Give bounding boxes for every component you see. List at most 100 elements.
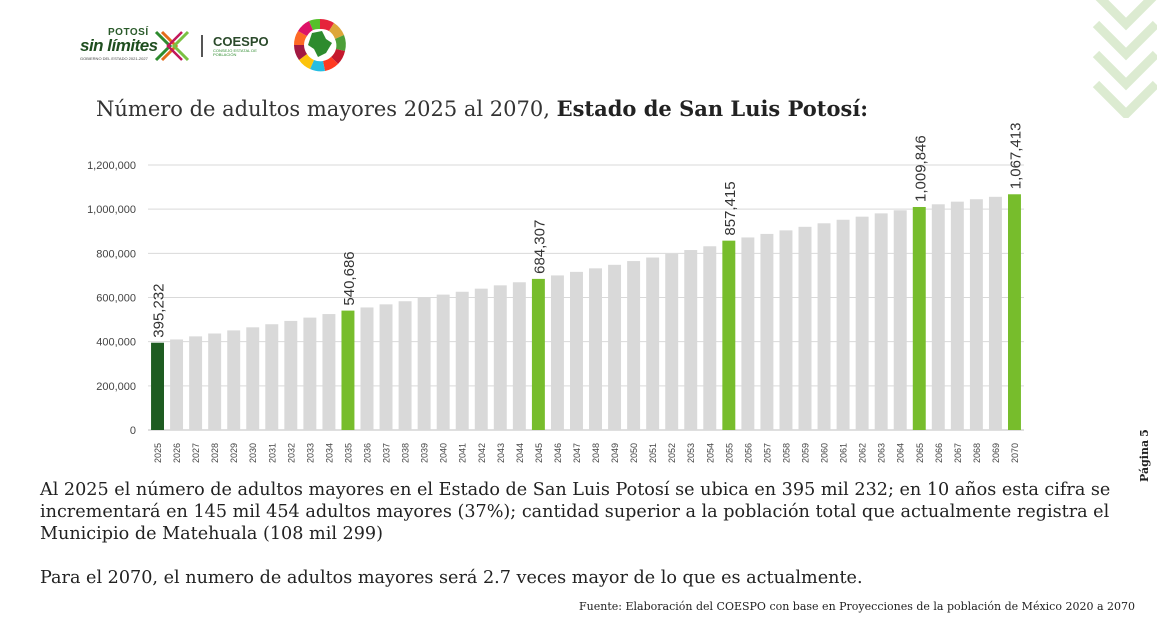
x-tick-label: 2031	[267, 443, 277, 463]
bar-series	[151, 194, 1021, 430]
x-tick-label: 2063	[877, 443, 887, 463]
bar	[931, 204, 945, 430]
bar	[665, 253, 679, 430]
bar	[969, 199, 983, 430]
data-label: 857,415	[722, 181, 739, 235]
bar	[874, 213, 888, 430]
bar	[303, 317, 317, 430]
bar-chart: 0 200,000 400,000 600,000 800,000 1,000,000 1,…	[87, 123, 1025, 463]
x-tick-label: 2042	[477, 443, 487, 463]
data-label: 684,307	[531, 220, 548, 274]
bar	[284, 320, 298, 430]
x-tick-label: 2064	[896, 443, 906, 463]
bar	[512, 282, 526, 430]
logo-coespo-name: COESPO	[213, 34, 269, 49]
data-label: 1,067,413	[1007, 123, 1024, 190]
bar	[474, 288, 488, 430]
bar	[417, 297, 431, 430]
y-tick-label: 1,200,000	[87, 160, 136, 172]
x-tick-label: 2057	[762, 443, 772, 463]
logo-potosi-main: sin límites	[80, 36, 158, 55]
header: POTOSÍ sin límites GOBIERNO DEL ESTADO 2…	[0, 0, 1157, 118]
bar	[322, 314, 336, 430]
x-tick-label: 2038	[401, 443, 411, 463]
x-tick-label: 2062	[858, 443, 868, 463]
x-tick-label: 2043	[496, 443, 506, 463]
bar	[589, 268, 602, 430]
bar	[208, 333, 222, 430]
bar	[341, 310, 355, 430]
x-tick-label: 2068	[972, 443, 982, 463]
x-tick-label: 2047	[572, 443, 582, 463]
bar	[550, 275, 564, 430]
y-tick-label: 200,000	[96, 381, 136, 393]
x-tick-label: 2039	[420, 443, 430, 463]
x-tick-label: 2034	[324, 443, 334, 463]
bar	[398, 301, 412, 430]
x-tick-label: 2033	[305, 443, 315, 463]
bar	[684, 250, 698, 430]
x-tick-label: 2050	[629, 443, 639, 463]
logo-separator	[201, 35, 203, 57]
x-tick-label: 2045	[534, 443, 544, 463]
data-label: 540,686	[341, 251, 358, 305]
y-tick-label: 400,000	[96, 337, 136, 349]
x-tick-label: 2048	[591, 443, 601, 463]
x-tick-label: 2027	[191, 443, 201, 463]
bar	[360, 307, 374, 430]
x-tick-label: 2030	[248, 443, 258, 463]
x-tick-label: 2058	[781, 443, 791, 463]
x-tick-label: 2037	[382, 443, 392, 463]
bar	[988, 196, 1002, 430]
body-text: Al 2025 el número de adultos mayores en …	[40, 479, 1120, 589]
x-tick-label: 2065	[915, 443, 925, 463]
bar	[379, 304, 393, 430]
bar	[893, 210, 907, 430]
chart-grid	[148, 164, 1024, 431]
bar	[570, 271, 583, 430]
x-tick-label: 2056	[743, 443, 753, 463]
source-note: Fuente: Elaboración del COESPO con base …	[579, 600, 1135, 613]
bar	[741, 237, 755, 430]
bar	[170, 339, 184, 430]
bar	[1008, 194, 1021, 430]
x-axis: 2025 2026 2027 2028 2029 2030 2031 2032 2033 2034…	[153, 443, 1020, 463]
bar	[817, 223, 831, 430]
x-tick-label: 2029	[229, 443, 239, 463]
bar	[950, 201, 964, 430]
data-labels: 395,232 540,686 684,307 857,415 1,009,846 1,0…	[151, 123, 1025, 338]
chart-title: Número de adultos mayores 2025 al 2070, …	[96, 96, 868, 121]
x-tick-label: 2036	[363, 443, 373, 463]
x-tick-label: 2069	[991, 443, 1001, 463]
x-tick-label: 2025	[153, 443, 163, 463]
x-tick-label: 2055	[724, 443, 734, 463]
bar	[531, 278, 545, 430]
x-tick-label: 2059	[801, 443, 811, 463]
x-tick-label: 2040	[439, 443, 449, 463]
x-tick-label: 2054	[705, 443, 715, 463]
data-label: 395,232	[151, 283, 168, 337]
x-tick-label: 2026	[172, 443, 182, 463]
chart-title-prefix: Número de adultos mayores 2025 al 2070,	[96, 97, 557, 121]
corner-chevron-decoration	[1092, 0, 1157, 118]
bar	[246, 327, 260, 430]
bar	[627, 261, 641, 430]
page-number: Página 5	[1138, 429, 1151, 485]
bar	[836, 219, 850, 430]
x-tick-label: 2060	[820, 443, 830, 463]
bar	[779, 230, 793, 430]
bar	[493, 285, 507, 430]
data-label: 1,009,846	[912, 135, 929, 202]
x-tick-label: 2066	[934, 443, 944, 463]
bar	[436, 294, 450, 430]
y-axis: 0 200,000 400,000 600,000 800,000 1,000,000 1,…	[87, 160, 136, 437]
x-tick-label: 2035	[343, 443, 353, 463]
logo-potosi-sub: GOBIERNO DEL ESTADO 2021-2027	[80, 56, 148, 61]
page-label-number: 5	[1138, 429, 1151, 437]
bar	[722, 240, 736, 430]
y-tick-label: 1,000,000	[87, 204, 136, 216]
bar	[760, 233, 774, 430]
x-tick-label: 2028	[210, 443, 220, 463]
paragraph-2: Para el 2070, el numero de adultos mayor…	[40, 568, 863, 588]
x-tick-label: 2041	[458, 443, 468, 463]
